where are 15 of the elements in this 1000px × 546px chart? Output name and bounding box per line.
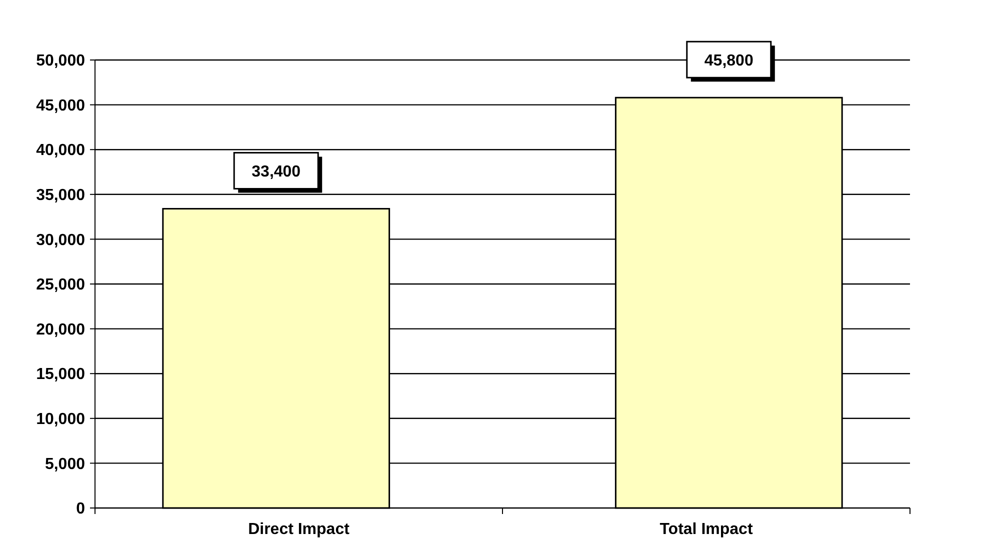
y-tick-label: 20,000 [36, 321, 86, 338]
y-tick-label: 45,000 [36, 97, 86, 114]
data-label: 33,400 [252, 164, 301, 181]
x-tick-label: Direct Impact [248, 521, 350, 538]
y-tick-label: 50,000 [36, 52, 86, 70]
y-tick-label: 10,000 [36, 411, 86, 428]
y-tick-label: 0 [76, 500, 86, 518]
data-label: 45,800 [704, 52, 754, 70]
y-tick-label: 30,000 [36, 232, 86, 249]
y-tick-label: 35,000 [36, 187, 86, 204]
y-tick-label: 5,000 [44, 456, 86, 473]
x-tick-label: Total Impact [660, 521, 754, 538]
y-tick-label: 40,000 [36, 142, 86, 160]
y-tick-label: 25,000 [36, 276, 86, 294]
y-tick-label: 15,000 [36, 366, 86, 384]
